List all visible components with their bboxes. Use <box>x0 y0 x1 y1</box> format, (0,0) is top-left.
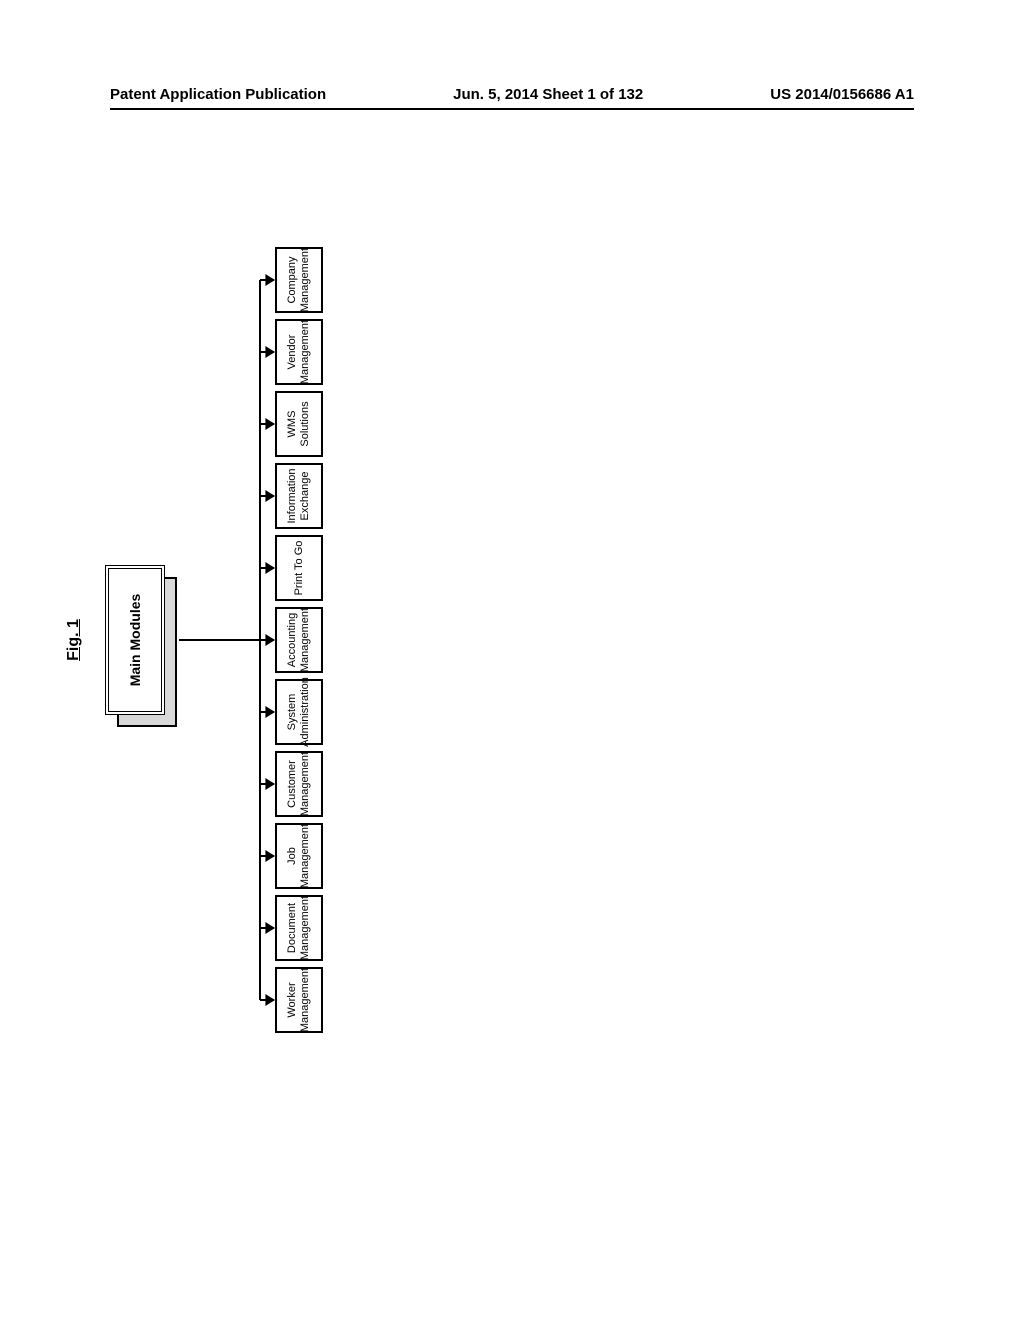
root-box: Main Modules <box>105 565 165 715</box>
module-box: WorkerManagement <box>275 967 323 1033</box>
module-box: JobManagement <box>275 823 323 889</box>
page-header: Patent Application Publication Jun. 5, 2… <box>0 86 1024 103</box>
module-box: Print To Go <box>275 535 323 601</box>
module-box: VendorManagement <box>275 319 323 385</box>
header-rule <box>110 108 914 110</box>
module-box: DocumentManagement <box>275 895 323 961</box>
module-box: SystemAdministration <box>275 679 323 745</box>
figure-label: Fig. 1 <box>65 619 83 661</box>
header-center: Jun. 5, 2014 Sheet 1 of 132 <box>453 86 643 103</box>
diagram: Fig. 1 Main Modules WorkerManagement Docum… <box>15 240 975 1040</box>
module-box: CompanyManagement <box>275 247 323 313</box>
module-box: CustomerManagement <box>275 751 323 817</box>
header-left: Patent Application Publication <box>110 86 326 103</box>
module-box: WMSSolutions <box>275 391 323 457</box>
module-box: InformationExchange <box>275 463 323 529</box>
module-box: AccountingManagement <box>275 607 323 673</box>
header-right: US 2014/0156686 A1 <box>770 86 914 103</box>
